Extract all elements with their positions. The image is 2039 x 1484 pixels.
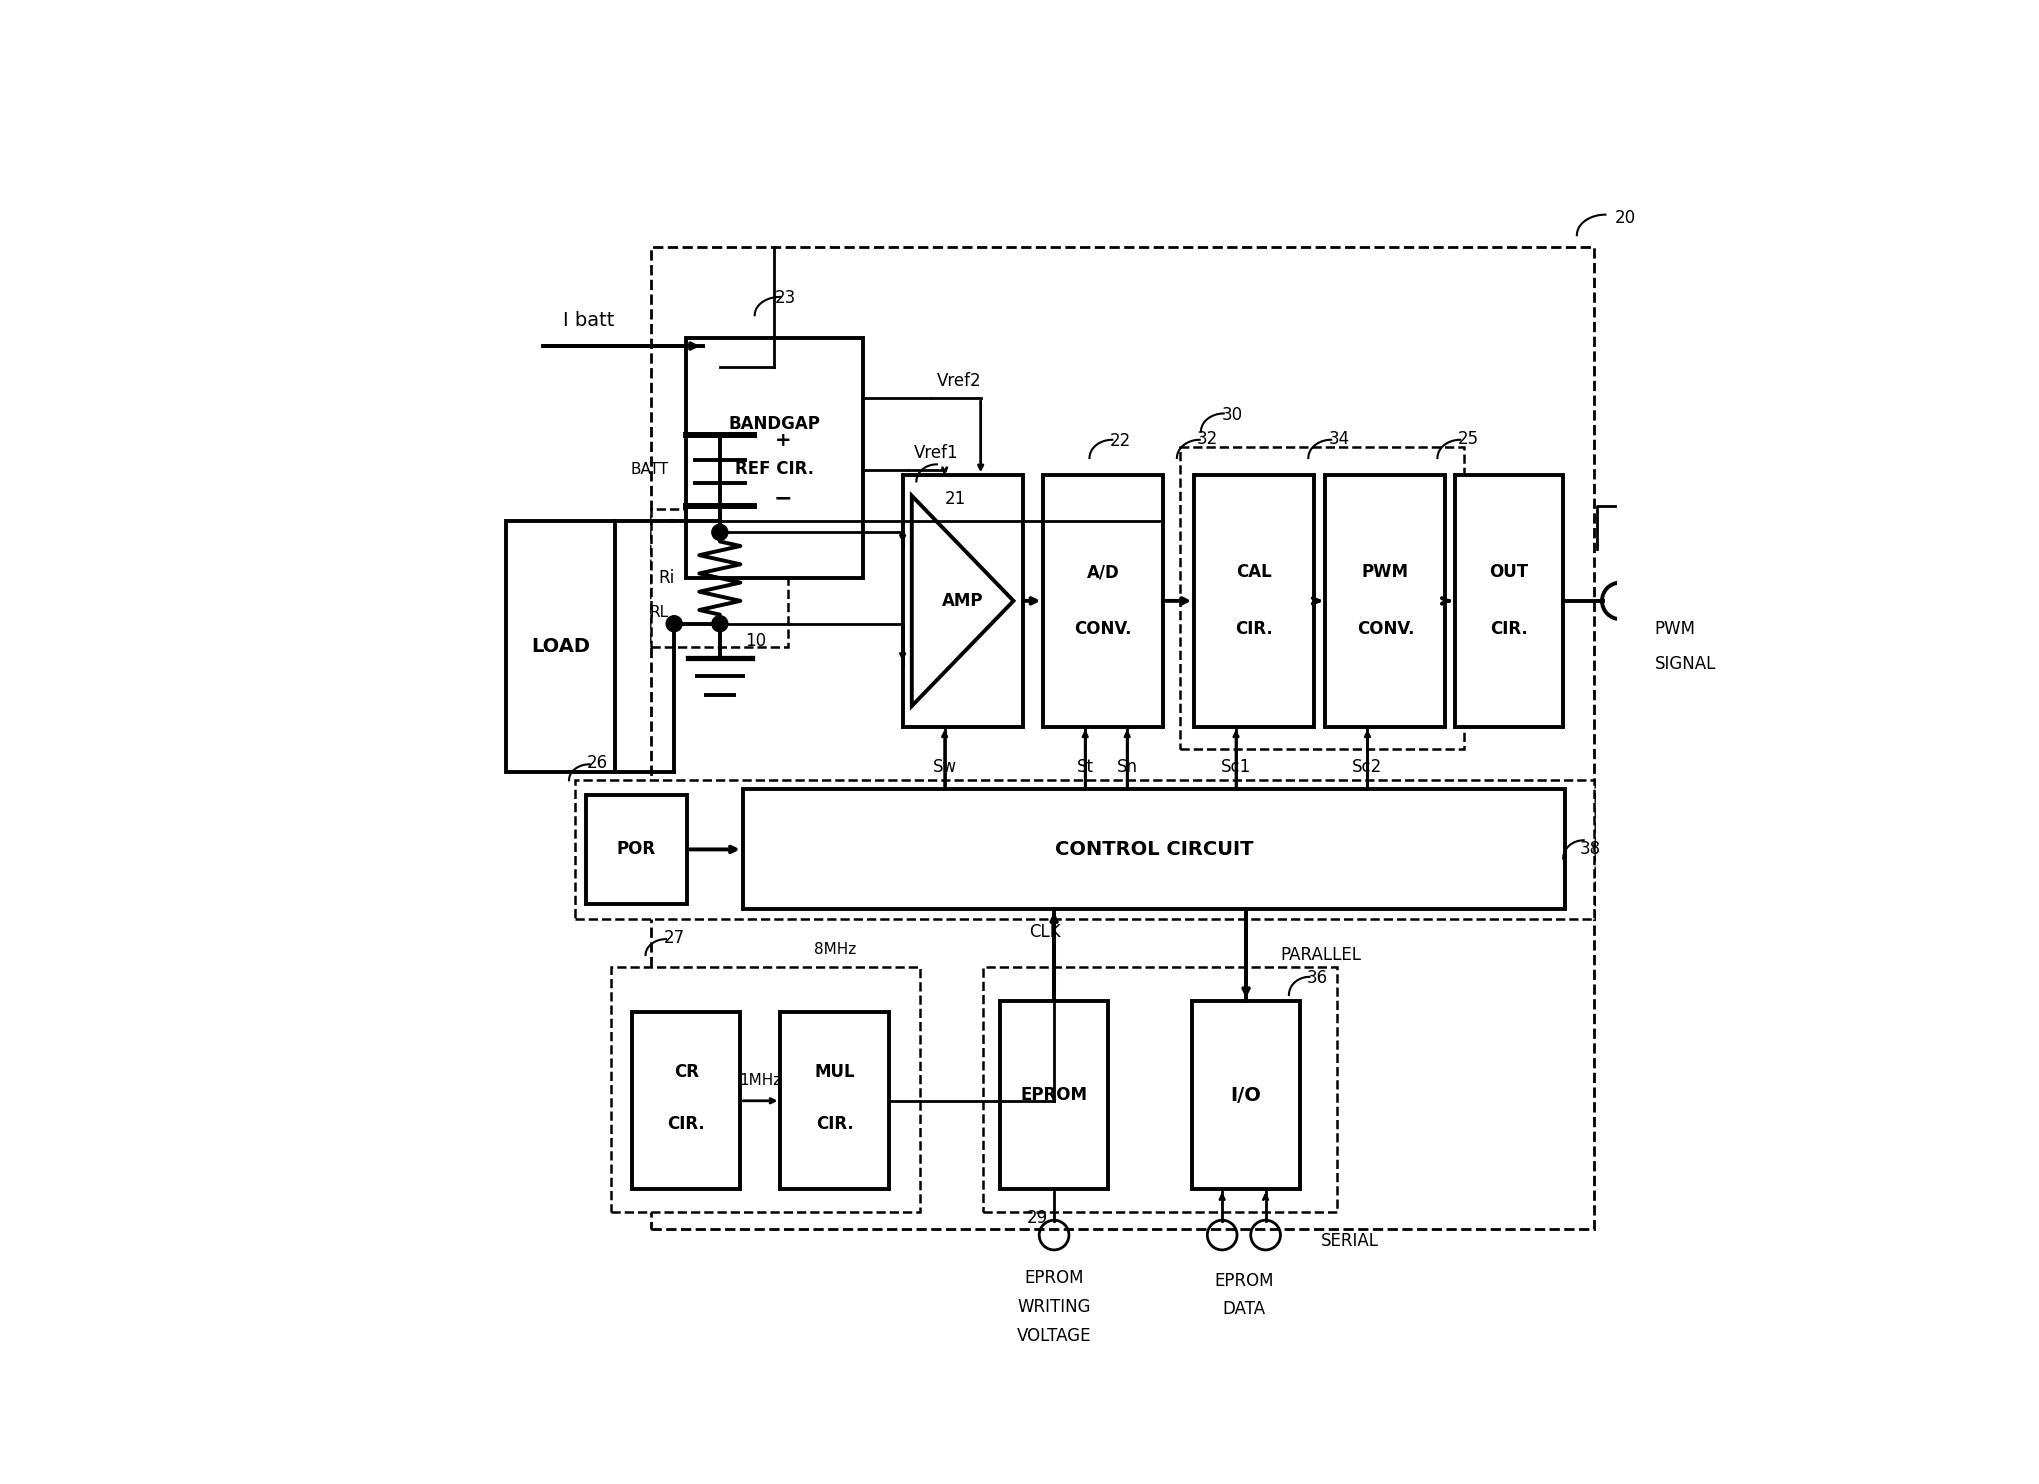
Text: Sc2: Sc2	[1352, 757, 1382, 776]
Bar	[585, 795, 687, 904]
Text: BATT: BATT	[630, 462, 669, 476]
Text: Vref2: Vref2	[936, 372, 981, 390]
Bar	[1454, 475, 1562, 727]
Text: Sc1: Sc1	[1219, 757, 1250, 776]
Text: POR: POR	[616, 840, 657, 858]
Text: EPROM: EPROM	[1213, 1272, 1272, 1290]
Bar	[742, 789, 1564, 910]
Bar	[1181, 447, 1464, 749]
Text: LOAD: LOAD	[530, 637, 589, 656]
Text: 10: 10	[744, 632, 767, 650]
Text: 32: 32	[1197, 429, 1217, 448]
Text: CIR.: CIR.	[1234, 620, 1272, 638]
Text: EPROM: EPROM	[1024, 1269, 1083, 1288]
Text: 27: 27	[663, 929, 685, 947]
Bar	[632, 1012, 740, 1189]
Text: 38: 38	[1580, 840, 1601, 858]
Text: CONV.: CONV.	[1356, 620, 1413, 638]
Text: 34: 34	[1327, 429, 1350, 448]
Text: SIGNAL: SIGNAL	[1654, 654, 1715, 672]
Bar	[685, 338, 862, 577]
Text: CIR.: CIR.	[667, 1114, 705, 1132]
Text: SERIAL: SERIAL	[1319, 1232, 1378, 1250]
Bar	[612, 966, 920, 1212]
Text: VOLTAGE: VOLTAGE	[1015, 1327, 1091, 1345]
Text: OUT: OUT	[1488, 564, 1527, 582]
Text: Ri: Ri	[657, 568, 673, 588]
Text: −: −	[773, 488, 791, 508]
Text: 22: 22	[1109, 432, 1130, 450]
Text: I batt: I batt	[563, 312, 614, 331]
Text: CONV.: CONV.	[1075, 620, 1132, 638]
Bar	[1193, 475, 1313, 727]
Bar	[575, 781, 1592, 919]
Text: REF CIR.: REF CIR.	[734, 460, 814, 478]
Text: 23: 23	[775, 289, 795, 307]
Bar	[650, 246, 1592, 1229]
Text: Sn: Sn	[1115, 757, 1138, 776]
Text: +: +	[775, 432, 791, 451]
Text: CAL: CAL	[1236, 564, 1270, 582]
Text: St: St	[1077, 757, 1093, 776]
Bar	[999, 1000, 1107, 1189]
Bar	[1191, 1000, 1299, 1189]
Circle shape	[712, 524, 728, 540]
Text: I/O: I/O	[1230, 1086, 1260, 1104]
Text: PWM: PWM	[1654, 620, 1694, 638]
Text: CR: CR	[673, 1063, 697, 1082]
Circle shape	[712, 616, 728, 632]
Text: BANDGAP: BANDGAP	[728, 414, 820, 433]
Text: 29: 29	[1026, 1209, 1046, 1227]
Text: 21: 21	[944, 490, 966, 508]
Text: MUL: MUL	[814, 1063, 854, 1082]
Text: DATA: DATA	[1221, 1300, 1264, 1318]
Text: PARALLEL: PARALLEL	[1280, 947, 1360, 965]
Text: 25: 25	[1458, 429, 1478, 448]
Text: 1MHz: 1MHz	[738, 1073, 781, 1088]
Bar	[781, 1012, 889, 1189]
Text: CIR.: CIR.	[1488, 620, 1527, 638]
Circle shape	[667, 616, 681, 632]
Text: 30: 30	[1221, 405, 1242, 423]
Text: Sw: Sw	[932, 757, 956, 776]
Text: 8MHz: 8MHz	[814, 942, 856, 957]
Bar	[506, 521, 614, 772]
Bar	[1325, 475, 1446, 727]
Text: CLK: CLK	[1028, 923, 1060, 941]
Text: 26: 26	[587, 754, 608, 772]
Text: 20: 20	[1613, 209, 1635, 227]
Text: RL: RL	[648, 605, 669, 620]
Text: A/D: A/D	[1087, 564, 1119, 582]
Text: CONTROL CIRCUIT: CONTROL CIRCUIT	[1054, 840, 1252, 859]
Text: AMP: AMP	[942, 592, 983, 610]
Text: 36: 36	[1307, 969, 1327, 987]
Text: PWM: PWM	[1362, 564, 1409, 582]
Text: EPROM: EPROM	[1020, 1086, 1087, 1104]
Bar	[901, 475, 1022, 727]
Text: Vref1: Vref1	[913, 444, 958, 462]
Bar	[983, 966, 1336, 1212]
Text: WRITING: WRITING	[1017, 1298, 1091, 1316]
Bar	[1042, 475, 1162, 727]
Bar	[650, 509, 787, 647]
Text: CIR.: CIR.	[816, 1114, 852, 1132]
